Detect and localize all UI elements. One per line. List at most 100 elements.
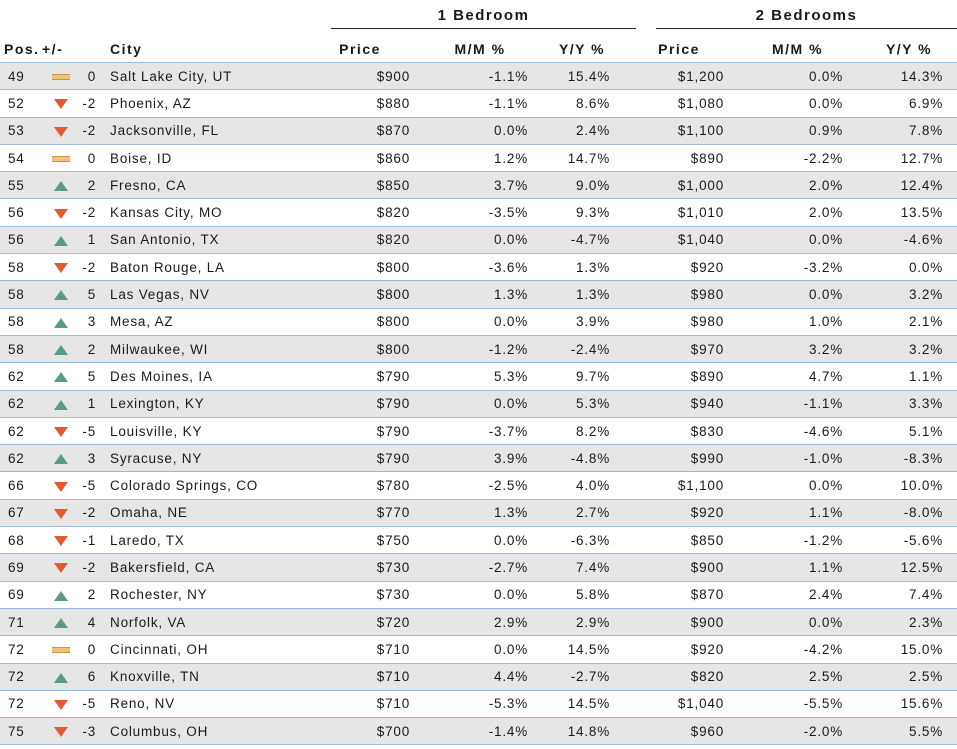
trend-cell	[40, 526, 76, 555]
triangle-up-icon	[52, 235, 70, 247]
row-pos: 62	[0, 390, 40, 418]
row-yy-1br: 2.9%	[540, 608, 625, 637]
row-city: Louisville, KY	[110, 417, 301, 446]
row-mm-2br: 2.0%	[734, 198, 862, 227]
row-city: Rochester, NY	[110, 581, 301, 609]
triangle-up-icon	[52, 180, 70, 192]
flat-bar-icon	[52, 153, 70, 165]
triangle-up-icon	[52, 371, 70, 383]
row-yy-2br: 15.6%	[861, 690, 957, 719]
row-city: Laredo, TX	[110, 526, 301, 555]
row-yy-1br: 9.7%	[540, 362, 625, 391]
row-city: Bakersfield, CA	[110, 553, 301, 582]
row-yy-2br: 12.4%	[861, 171, 957, 200]
row-pos: 58	[0, 253, 40, 282]
row-city: Omaha, NE	[110, 499, 301, 528]
table-row: 49 0 Salt Lake City, UT $900 -1.1% 15.4% $1,20…	[0, 62, 957, 91]
row-price-2br: $1,200	[624, 62, 735, 91]
row-price-2br: $920	[624, 499, 735, 528]
row-mm-1br: 4.4%	[420, 663, 541, 691]
row-price-2br: $900	[624, 553, 735, 582]
table-row: 69 -2 Bakersfield, CA $730 -2.7% 7.4% $900 1.1%…	[0, 553, 957, 582]
row-pos: 58	[0, 280, 40, 309]
trend-cell	[40, 417, 76, 446]
row-change: -2	[76, 499, 111, 528]
table-row: 62 -5 Louisville, KY $790 -3.7% 8.2% $830 -4.6%…	[0, 417, 957, 446]
row-city: Cincinnati, OH	[110, 635, 301, 664]
row-change: 0	[76, 144, 111, 173]
row-pos: 67	[0, 499, 40, 528]
triangle-down-icon	[52, 726, 70, 738]
row-yy-2br: -4.6%	[861, 226, 957, 255]
trend-cell	[40, 280, 76, 309]
trend-cell	[40, 444, 76, 473]
row-pos: 58	[0, 308, 40, 336]
row-yy-2br: 12.7%	[861, 144, 957, 173]
row-price-2br: $980	[624, 308, 735, 336]
row-yy-2br: 5.1%	[861, 417, 957, 446]
row-price-1br: $900	[300, 62, 421, 91]
row-yy-1br: 14.8%	[540, 717, 625, 746]
row-change: -2	[76, 89, 111, 118]
row-yy-2br: -8.0%	[861, 499, 957, 528]
trend-cell	[40, 471, 76, 500]
row-yy-2br: 10.0%	[861, 471, 957, 500]
row-yy-2br: 7.4%	[861, 581, 957, 609]
row-pos: 72	[0, 690, 40, 719]
row-yy-2br: 2.3%	[861, 608, 957, 637]
row-mm-2br: -4.6%	[734, 417, 862, 446]
header-yy-1br: Y/Y %	[540, 36, 625, 63]
row-price-2br: $890	[624, 362, 735, 391]
triangle-up-icon	[52, 317, 70, 329]
row-yy-2br: 14.3%	[861, 62, 957, 91]
row-price-2br: $870	[624, 581, 735, 609]
row-mm-1br: 3.7%	[420, 171, 541, 200]
row-yy-1br: 3.9%	[540, 308, 625, 336]
row-price-1br: $770	[300, 499, 421, 528]
row-city: Mesa, AZ	[110, 308, 301, 336]
triangle-down-icon	[52, 535, 70, 547]
row-change: -5	[76, 690, 111, 719]
row-price-2br: $1,040	[624, 690, 735, 719]
table-row: 72 -5 Reno, NV $710 -5.3% 14.5% $1,040 -5.5% 15.…	[0, 690, 957, 719]
row-mm-2br: -5.5%	[734, 690, 862, 719]
row-mm-1br: -5.3%	[420, 690, 541, 719]
row-yy-2br: 12.5%	[861, 553, 957, 582]
row-price-1br: $800	[300, 308, 421, 336]
triangle-up-icon	[52, 344, 70, 356]
row-price-1br: $790	[300, 444, 421, 473]
row-pos: 53	[0, 117, 40, 145]
row-city: Knoxville, TN	[110, 663, 301, 691]
row-yy-2br: 6.9%	[861, 89, 957, 118]
triangle-down-icon	[52, 508, 70, 520]
triangle-up-icon	[52, 617, 70, 629]
row-price-1br: $800	[300, 280, 421, 309]
row-change: 0	[76, 635, 111, 664]
row-pos: 55	[0, 171, 40, 200]
row-mm-2br: -2.2%	[734, 144, 862, 173]
row-city: Baton Rouge, LA	[110, 253, 301, 282]
row-change: 2	[76, 335, 111, 364]
row-price-1br: $820	[300, 198, 421, 227]
row-mm-2br: 2.0%	[734, 171, 862, 200]
row-mm-2br: -4.2%	[734, 635, 862, 664]
row-yy-2br: 13.5%	[861, 198, 957, 227]
row-yy-1br: 2.7%	[540, 499, 625, 528]
trend-cell	[40, 581, 76, 609]
row-pos: 62	[0, 444, 40, 473]
row-mm-2br: 1.1%	[734, 499, 862, 528]
row-yy-1br: 14.5%	[540, 635, 625, 664]
row-mm-2br: -3.2%	[734, 253, 862, 282]
row-mm-1br: 1.3%	[420, 280, 541, 309]
row-yy-2br: 1.1%	[861, 362, 957, 391]
row-price-2br: $1,000	[624, 171, 735, 200]
row-city: Colorado Springs, CO	[110, 471, 301, 500]
row-price-2br: $990	[624, 444, 735, 473]
row-mm-1br: 5.3%	[420, 362, 541, 391]
row-yy-1br: 4.0%	[540, 471, 625, 500]
table-row: 72 6 Knoxville, TN $710 4.4% -2.7% $820 2.5% 2.5…	[0, 663, 957, 691]
row-mm-2br: 1.1%	[734, 553, 862, 582]
row-change: 2	[76, 171, 111, 200]
row-pos: 49	[0, 62, 40, 91]
